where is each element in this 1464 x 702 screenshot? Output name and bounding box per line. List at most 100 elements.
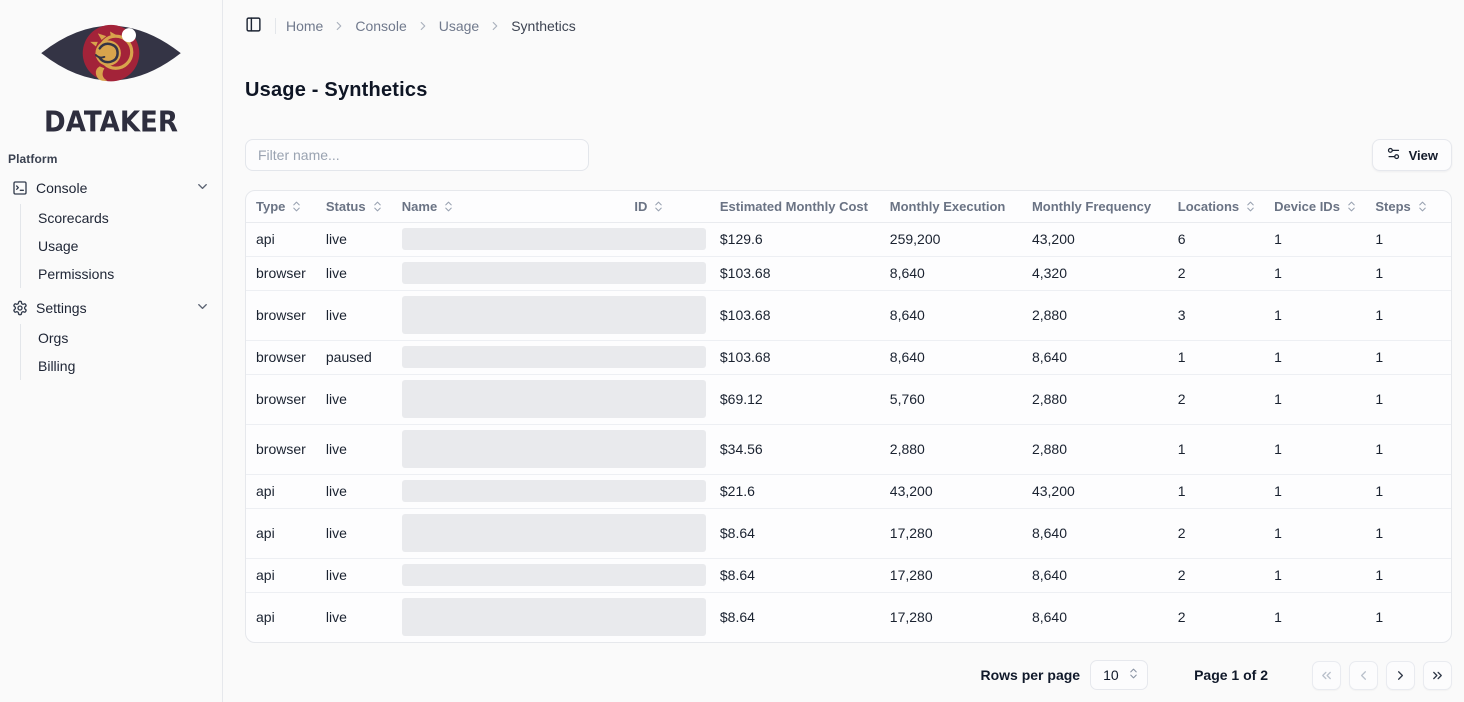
table-row: browser live $103.68 8,640 4,320 2 1 1 bbox=[246, 256, 1451, 291]
sidebar-item-orgs[interactable]: Orgs bbox=[38, 330, 69, 346]
sidebar-item-scorecards[interactable]: Scorecards bbox=[38, 210, 109, 226]
cell-locations: 1 bbox=[1167, 340, 1265, 375]
cell-status: live bbox=[315, 374, 392, 425]
cell-name-id bbox=[391, 222, 710, 257]
column-header-type[interactable]: Type bbox=[246, 191, 316, 223]
name-id-placeholder bbox=[401, 598, 706, 637]
cell-frequency: 43,200 bbox=[1021, 474, 1168, 509]
sliders-icon bbox=[1386, 146, 1401, 164]
sidebar-item-billing[interactable]: Billing bbox=[38, 358, 76, 374]
breadcrumb-home[interactable]: Home bbox=[286, 18, 324, 34]
cell-frequency: 43,200 bbox=[1021, 222, 1168, 257]
column-label: Type bbox=[256, 198, 286, 214]
cell-cost: $103.68 bbox=[709, 290, 880, 341]
column-header-estimated-monthly-cost[interactable]: Estimated Monthly Cost bbox=[709, 191, 880, 223]
cell-steps: 1 bbox=[1365, 340, 1451, 375]
sidebar-item-label: Console bbox=[36, 180, 88, 196]
eye-logo: DATAKER bbox=[41, 24, 181, 138]
view-button[interactable]: View bbox=[1371, 139, 1452, 171]
cell-type: browser bbox=[246, 374, 316, 425]
cell-device_ids: 1 bbox=[1264, 508, 1366, 559]
column-header-locations[interactable]: Locations bbox=[1167, 191, 1265, 223]
brand-logo: DATAKER DATAKER bbox=[0, 0, 222, 138]
table-row: browser paused $103.68 8,640 8,640 1 1 1 bbox=[246, 340, 1451, 375]
column-header-id[interactable]: ID bbox=[624, 191, 710, 223]
cell-locations: 2 bbox=[1167, 508, 1265, 559]
chevrons-right-icon bbox=[1430, 668, 1445, 683]
cell-steps: 1 bbox=[1365, 290, 1451, 341]
breadcrumb-usage[interactable]: Usage bbox=[438, 18, 480, 34]
column-label: Status bbox=[325, 198, 366, 214]
column-label: Monthly Execution bbox=[889, 198, 1006, 214]
cell-device_ids: 1 bbox=[1274, 609, 1282, 626]
cell-cost: $8.64 bbox=[709, 508, 880, 559]
cell-execution: 17,280 bbox=[879, 558, 1022, 593]
page-title: Usage - Synthetics bbox=[245, 79, 428, 101]
cell-cost: $69.12 bbox=[709, 374, 880, 425]
cell-cost: $103.68 bbox=[709, 256, 880, 291]
name-id-placeholder bbox=[401, 430, 706, 468]
cell-name-id bbox=[391, 558, 710, 593]
cell-locations: 2 bbox=[1177, 609, 1186, 626]
cell-type: api bbox=[246, 508, 316, 559]
cell-device_ids: 1 bbox=[1264, 222, 1366, 257]
cell-device_ids: 1 bbox=[1264, 290, 1366, 341]
cell-type: api bbox=[256, 609, 275, 626]
cell-steps: 1 bbox=[1365, 222, 1451, 257]
column-header-name[interactable]: Name bbox=[391, 191, 625, 223]
cell-frequency: 2,880 bbox=[1021, 374, 1168, 425]
first-page-button[interactable] bbox=[1312, 660, 1341, 690]
table-row: api live $8.64 17,280 8,640 2 1 1 bbox=[246, 558, 1451, 593]
cell-name-id bbox=[392, 592, 710, 642]
chevron-right-icon bbox=[332, 19, 346, 33]
topbar: Home Console Usage Synthetics bbox=[223, 0, 1464, 52]
table-row: browser live $103.68 8,640 2,880 3 1 1 bbox=[246, 290, 1451, 341]
cell-name-id bbox=[391, 256, 710, 291]
last-page-button[interactable] bbox=[1423, 660, 1452, 690]
settings-submenu: Orgs Billing bbox=[20, 324, 214, 380]
column-header-device-ids[interactable]: Device IDs bbox=[1264, 191, 1366, 223]
square-terminal-icon bbox=[12, 180, 28, 196]
sidebar-toggle-button[interactable] bbox=[239, 12, 267, 40]
cell-steps: 1 bbox=[1365, 558, 1451, 593]
sidebar-item-usage[interactable]: Usage bbox=[38, 238, 79, 254]
filter-name-input[interactable] bbox=[245, 139, 589, 171]
sidebar: DATAKER DATAKER Platform bbox=[0, 0, 223, 702]
chevrons-up-down-icon bbox=[1127, 667, 1140, 683]
cell-steps: 1 bbox=[1375, 609, 1384, 626]
previous-page-button[interactable] bbox=[1349, 660, 1378, 690]
sidebar-item-settings[interactable]: Settings bbox=[8, 294, 214, 322]
cell-device_ids: 1 bbox=[1264, 256, 1366, 291]
rows-per-page-select[interactable]: 10 bbox=[1090, 660, 1149, 690]
cell-cost: $8.64 bbox=[719, 609, 755, 626]
column-label: Name bbox=[401, 198, 438, 214]
main-content: Home Console Usage Synthetics Usage - Sy… bbox=[223, 0, 1464, 702]
column-header-status[interactable]: Status bbox=[315, 191, 392, 223]
sidebar-item-console[interactable]: Console bbox=[8, 174, 214, 202]
cell-name-id bbox=[391, 290, 710, 341]
chevrons-up-down-icon bbox=[290, 200, 303, 213]
chevron-right-icon bbox=[1393, 668, 1408, 683]
cell-frequency: 8,640 bbox=[1021, 558, 1168, 593]
cell-status: live bbox=[315, 508, 392, 559]
next-page-button[interactable] bbox=[1386, 660, 1415, 690]
column-header-monthly-frequency[interactable]: Monthly Frequency bbox=[1021, 191, 1168, 223]
synthetics-table: Type Status Name ID Estimated Monthly Co… bbox=[246, 191, 1451, 642]
cell-steps: 1 bbox=[1365, 474, 1451, 509]
cell-type: browser bbox=[246, 340, 316, 375]
column-header-steps[interactable]: Steps bbox=[1365, 191, 1451, 223]
column-label: ID bbox=[634, 198, 648, 214]
cell-locations: 1 bbox=[1167, 474, 1265, 509]
cell-device_ids: 1 bbox=[1264, 340, 1366, 375]
sidebar-item-permissions[interactable]: Permissions bbox=[38, 266, 115, 282]
breadcrumb-console[interactable]: Console bbox=[355, 18, 407, 34]
sidebar-section-label: Platform bbox=[8, 152, 58, 166]
cell-cost: $34.56 bbox=[709, 424, 880, 475]
column-header-monthly-execution[interactable]: Monthly Execution bbox=[879, 191, 1022, 223]
cell-cost: $21.6 bbox=[709, 474, 880, 509]
chevrons-up-down-icon bbox=[1244, 200, 1254, 213]
chevrons-up-down-icon bbox=[371, 200, 382, 213]
table-row: api live $8.64 17,280 8,640 2 1 1 bbox=[246, 508, 1451, 559]
brand-wordmark: DATAKER bbox=[44, 105, 178, 138]
cell-status: live bbox=[315, 256, 392, 291]
